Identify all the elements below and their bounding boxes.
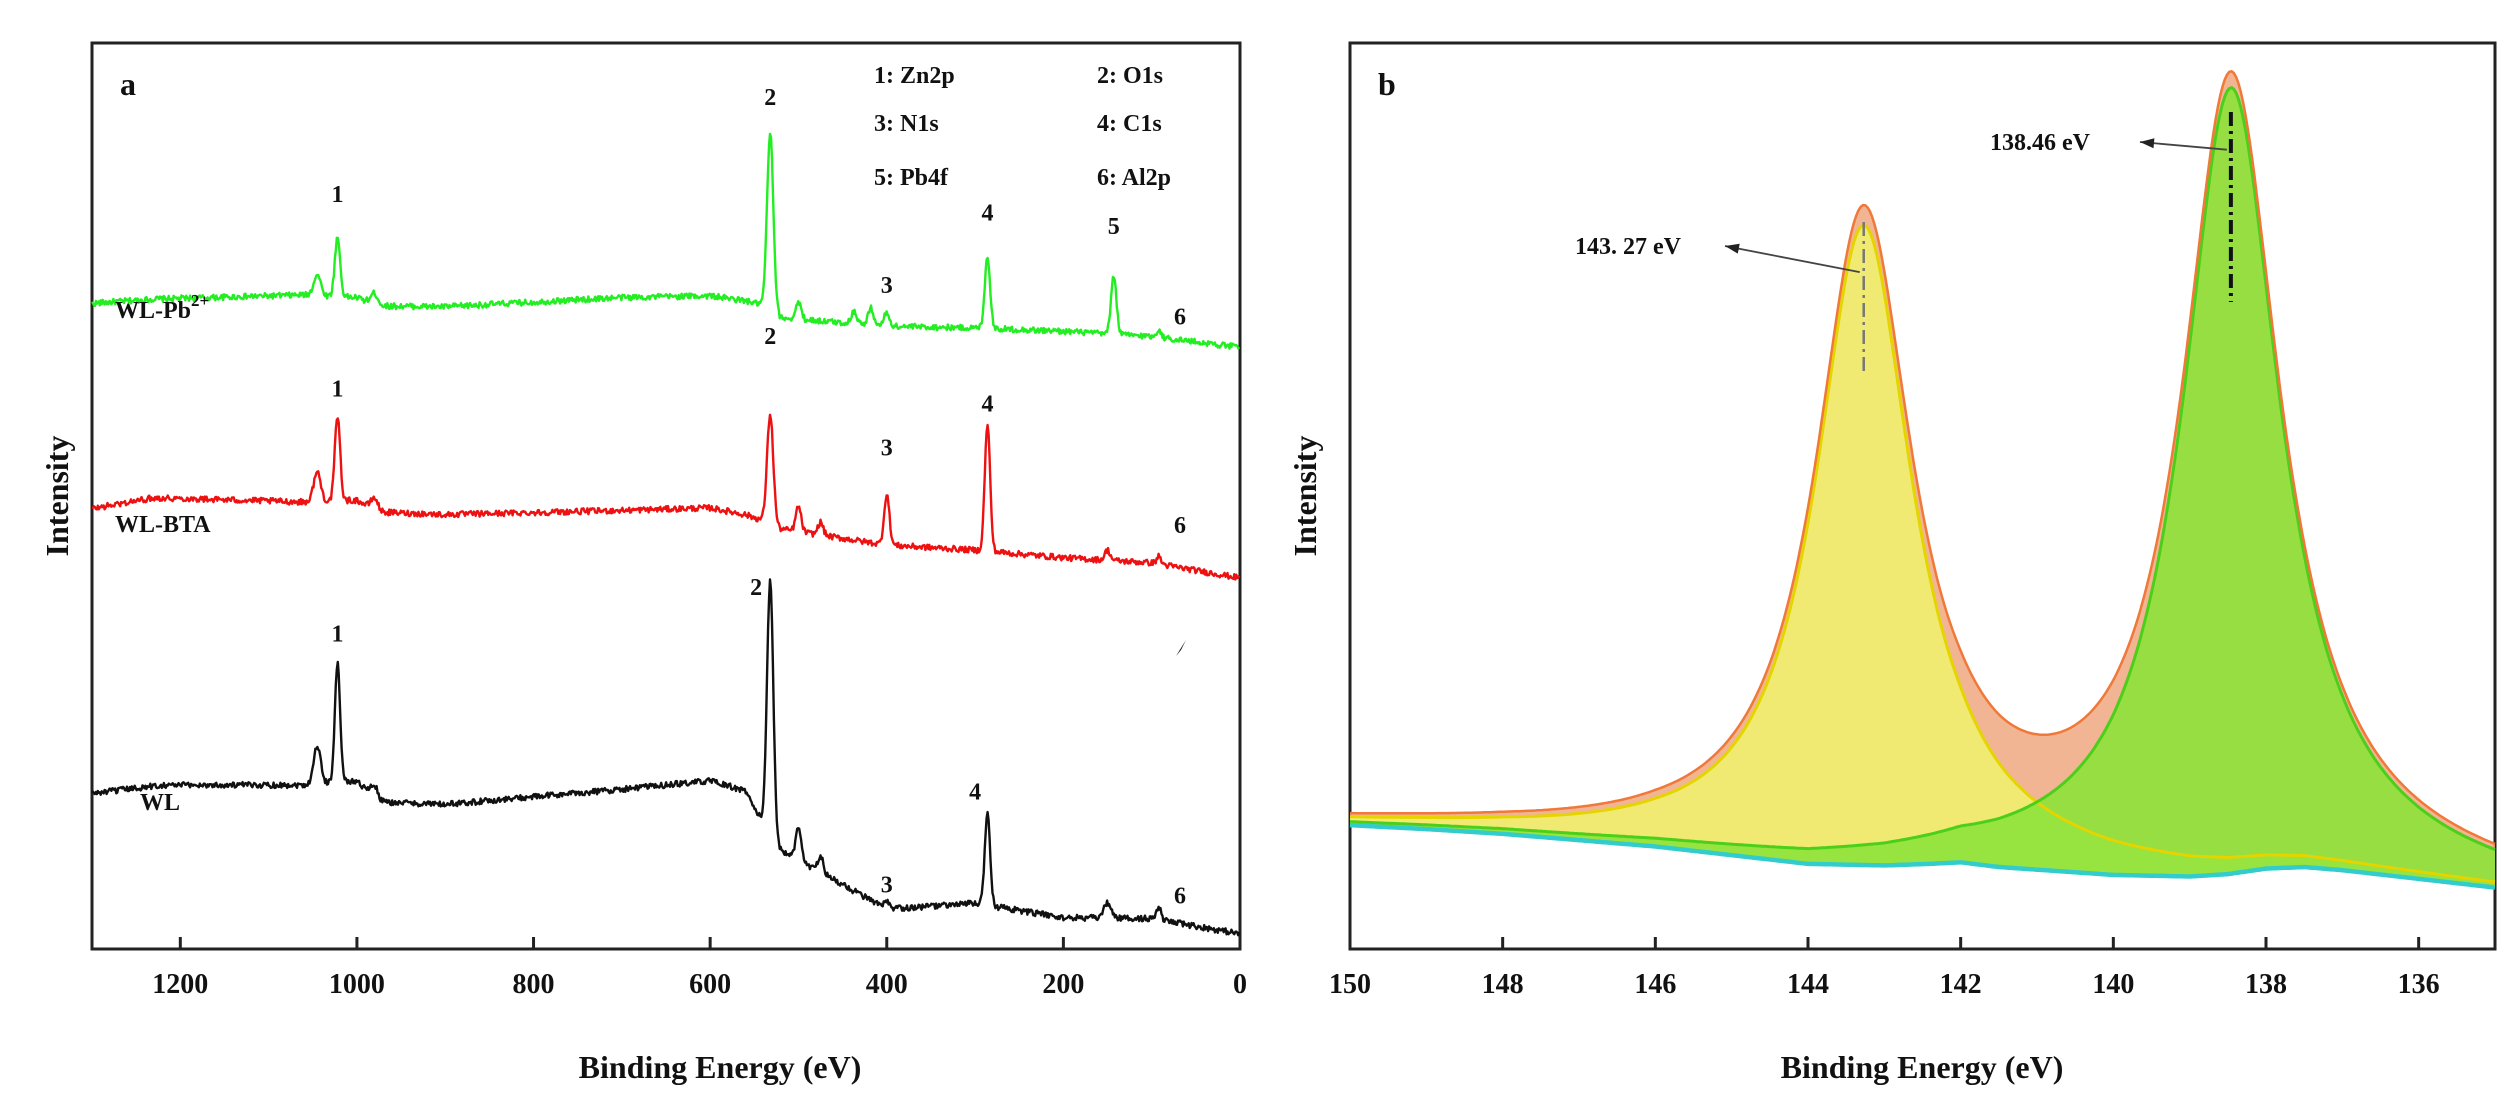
panel-b-pb4f-spectrum: 150 148 146 144 142 140 138 136 143. 27 eV 138.4… — [1287, 41, 2497, 1085]
x-tick-label: 400 — [866, 969, 908, 1000]
peak-label: 6 — [1174, 513, 1186, 539]
panel-a-y-axis-title: Intensity — [39, 436, 75, 557]
series-line-wl — [91, 578, 1241, 937]
panel-b-component-fills — [1350, 71, 2495, 888]
panel-a-plot-frame — [90, 41, 1242, 951]
peak-label: 3 — [881, 435, 893, 461]
component-line — [1349, 86, 2496, 851]
panel-a-peak-labels: 1 2 3 4 5 6 1 2 3 4 6 1 2 3 4 6 — [331, 85, 1186, 909]
panel-a-survey-spectra: 1200 1000 800 600 400 200 0 1 2 3 4 5 6 1 2 3 4 6 1 2 3 4 6 W… — [39, 41, 1247, 1085]
peak-energy-annotation: 138.46 eV — [1990, 130, 2091, 156]
x-tick-label: 0 — [1233, 969, 1247, 1000]
panel-b-x-axis-title: Binding Energy (eV) — [1781, 1049, 2064, 1085]
panel-a-trace-labels: WL-Pb2+ WL-BTA WL — [115, 291, 211, 816]
x-tick-label: 150 — [1329, 969, 1371, 1000]
legend-entry: 4: C1s — [1097, 111, 1162, 137]
x-tick-label: 600 — [689, 969, 731, 1000]
trace-label: WL-Pb2+ — [115, 291, 209, 324]
annotation-leader-line — [1724, 245, 1860, 274]
legend-entry: 2: O1s — [1097, 63, 1163, 89]
component-fill-pb4f7-2 — [1350, 87, 2495, 888]
annotation-leader-line — [2139, 141, 2227, 151]
peak-label: 4 — [969, 779, 981, 805]
legend-entry: 5: Pb4f — [874, 165, 949, 191]
panel-b-y-axis-title: Intensity — [1287, 436, 1323, 557]
legend-entry: 6: Al2p — [1097, 165, 1171, 191]
peak-energy-annotation: 143. 27 eV — [1575, 234, 1682, 260]
x-tick-label: 148 — [1482, 969, 1524, 1000]
series-line-wl-bta — [91, 413, 1241, 581]
x-tick-label: 146 — [1634, 969, 1676, 1000]
peak-label: 5 — [1108, 214, 1120, 240]
x-tick-label: 1200 — [152, 969, 208, 1000]
legend-entry: 3: N1s — [874, 111, 939, 137]
peak-label: 1 — [331, 376, 343, 402]
peak-label: 6 — [1174, 883, 1186, 909]
component-fill-pb4f5-2 — [1350, 225, 2495, 888]
envelope-line — [1350, 69, 2496, 846]
peak-label: 1 — [331, 182, 343, 208]
peak-label: 4 — [981, 392, 993, 418]
panel-a-legend: 1: Zn2p 2: O1s 3: N1s 4: C1s 5: Pb4f 6: Al2p — [874, 63, 1171, 191]
legend-entry: 1: Zn2p — [874, 63, 955, 89]
peak-label: 2 — [750, 575, 762, 601]
panel-b-x-ticks: 150 148 146 144 142 140 138 136 — [1329, 937, 2440, 1000]
peak-label: 2 — [764, 324, 776, 350]
peak-label: 3 — [881, 273, 893, 299]
peak-label: 4 — [981, 201, 993, 227]
arrowhead-icon — [1725, 243, 1740, 254]
x-tick-label: 138 — [2245, 969, 2287, 1000]
panel-b-annotations: 143. 27 eV 138.46 eV — [1575, 112, 2233, 372]
panel-b-lines — [1349, 69, 2496, 890]
peak-label: 2 — [764, 85, 776, 111]
peak-label: 3 — [881, 872, 893, 898]
x-tick-label: 800 — [513, 969, 555, 1000]
panel-b-letter: b — [1378, 66, 1396, 102]
panel-a-letter: a — [120, 66, 136, 102]
x-tick-label: 142 — [1940, 969, 1982, 1000]
series-line-wl-pb2- — [91, 132, 1241, 350]
x-tick-label: 144 — [1787, 969, 1829, 1000]
trace-label: WL-BTA — [115, 512, 211, 538]
arrow-icon — [1176, 640, 1186, 656]
component-line — [1350, 223, 2496, 884]
trace-label: WL — [140, 790, 180, 816]
peak-label: 1 — [331, 621, 343, 647]
x-tick-label: 1000 — [329, 969, 385, 1000]
arrowhead-icon — [2140, 138, 2155, 149]
panel-a-x-axis-title: Binding Energy (eV) — [579, 1049, 862, 1085]
x-tick-label: 200 — [1042, 969, 1084, 1000]
panel-a-series-group — [91, 132, 1241, 937]
background-line — [1349, 822, 2496, 890]
x-tick-label: 140 — [2092, 969, 2134, 1000]
x-tick-label: 136 — [2398, 969, 2440, 1000]
panel-a-x-ticks: 1200 1000 800 600 400 200 0 — [152, 937, 1247, 1000]
peak-label: 6 — [1174, 305, 1186, 331]
